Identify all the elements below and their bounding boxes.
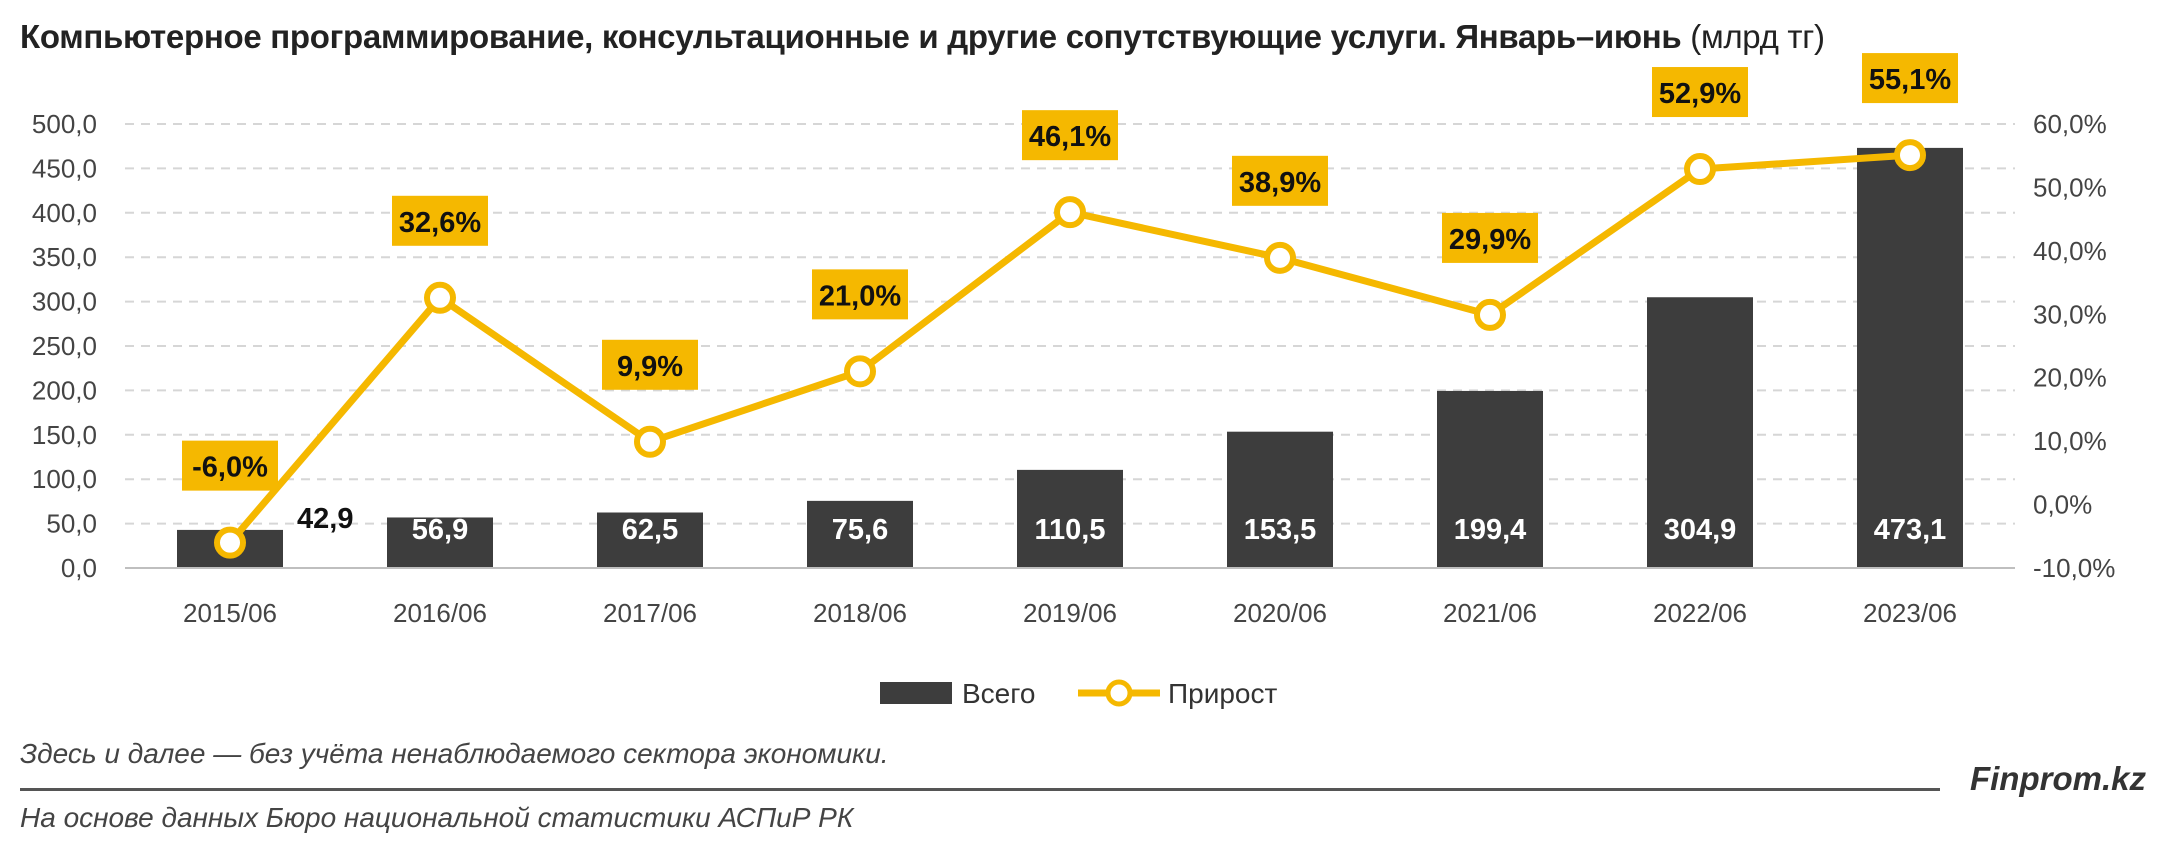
footnote: Здесь и далее — без учёта ненаблюдаемого… — [20, 738, 889, 769]
bar-data-label: 42,9 — [297, 503, 353, 535]
x-tick-label: 2021/06 — [1443, 598, 1537, 628]
y-right-tick-label: 40,0% — [2033, 236, 2107, 266]
legend: Всего Прирост — [880, 678, 1277, 709]
bar-data-label: 473,1 — [1874, 514, 1947, 546]
y-left-tick-label: 500,0 — [32, 109, 97, 139]
x-tick-label: 2020/06 — [1233, 598, 1327, 628]
y-left-tick-label: 150,0 — [32, 420, 97, 450]
growth-data-label: 9,9% — [617, 351, 683, 383]
growth-marker — [424, 281, 456, 314]
bar — [387, 517, 493, 568]
growth-marker — [1054, 196, 1086, 229]
bar — [1647, 297, 1753, 568]
growth-marker — [1894, 139, 1926, 172]
growth-marker — [1684, 153, 1716, 186]
y-left-tick-label: 250,0 — [32, 331, 97, 361]
growth-data-label: 29,9% — [1449, 224, 1531, 256]
brand-logo-text: Finprom.kz — [1969, 760, 2146, 797]
y-right-tick-label: 0,0% — [2033, 490, 2092, 520]
bar — [807, 500, 913, 568]
growth-label-box — [602, 339, 698, 390]
y-right-tick-label: -10,0% — [2033, 553, 2115, 583]
x-tick-label: 2023/06 — [1863, 598, 1957, 628]
chart-title-main: Компьютерное программирование, консульта… — [20, 18, 1682, 55]
growth-data-label: 21,0% — [819, 280, 901, 312]
y-right-tick-label: 10,0% — [2033, 426, 2107, 456]
growth-data-label: 46,1% — [1029, 121, 1111, 153]
x-tick-label: 2017/06 — [603, 598, 697, 628]
x-tick-label: 2019/06 — [1023, 598, 1117, 628]
source-note: На основе данных Бюро национальной стати… — [20, 802, 854, 833]
growth-marker — [1474, 298, 1506, 331]
bar-data-label: 75,6 — [832, 514, 888, 546]
line-series: -6,0% 32,6% 9,9% 21,0% 46,1% 38,9% 29,9% 52,9% 5… — [182, 53, 1958, 559]
y-left-tick-label: 200,0 — [32, 375, 97, 405]
x-tick-label: 2022/06 — [1653, 598, 1747, 628]
growth-label-box — [812, 269, 908, 320]
y-right-tick-label: 30,0% — [2033, 299, 2107, 329]
growth-label-box — [1652, 67, 1748, 118]
legend-label-total: Всего — [962, 678, 1035, 709]
y-left-tick-label: 50,0 — [46, 509, 97, 539]
growth-label-box — [1442, 212, 1538, 263]
y-axis-left: 0,0 50,0 100,0 150,0 200,0 250,0 300,0 350,0 400… — [32, 109, 97, 583]
bar — [597, 512, 703, 568]
bar-data-label: 153,5 — [1244, 514, 1317, 546]
bar-data-label: 62,5 — [622, 514, 678, 546]
y-left-tick-label: 100,0 — [32, 464, 97, 494]
combo-chart: 0,0 50,0 100,0 150,0 200,0 250,0 300,0 350,0 400… — [32, 53, 2115, 709]
y-left-tick-label: 400,0 — [32, 198, 97, 228]
growth-data-label: -6,0% — [192, 452, 268, 484]
y-left-tick-label: 450,0 — [32, 153, 97, 183]
growth-marker — [214, 526, 246, 559]
x-tick-label: 2016/06 — [393, 598, 487, 628]
chart-title: Компьютерное программирование, консульта… — [20, 18, 1825, 56]
legend-swatch-growth-marker — [1105, 679, 1133, 707]
y-right-tick-label: 20,0% — [2033, 363, 2107, 393]
bar-data-label: 199,4 — [1454, 514, 1527, 546]
bar — [1227, 431, 1333, 568]
y-left-tick-label: 350,0 — [32, 242, 97, 272]
x-tick-label: 2018/06 — [813, 598, 907, 628]
x-axis: 2015/06 2016/06 2017/06 2018/06 2019/06 2020/… — [125, 567, 2015, 628]
growth-data-label: 38,9% — [1239, 167, 1321, 199]
bar — [1017, 469, 1123, 568]
growth-data-label: 55,1% — [1869, 64, 1951, 96]
growth-data-label: 32,6% — [399, 207, 481, 239]
bar — [1437, 390, 1543, 568]
growth-data-label: 52,9% — [1659, 78, 1741, 110]
y-left-tick-label: 0,0 — [61, 553, 97, 583]
growth-label-box — [392, 195, 488, 246]
y-left-tick-label: 300,0 — [32, 287, 97, 317]
bar-data-label: 304,9 — [1664, 514, 1737, 546]
y-axis-right: -10,0% 0,0% 10,0% 20,0% 30,0% 40,0% 50,0% 60,0% — [2033, 109, 2115, 583]
growth-label-box — [182, 440, 278, 491]
growth-label-box — [1022, 110, 1118, 161]
x-tick-label: 2015/06 — [183, 598, 277, 628]
growth-label-box — [1232, 155, 1328, 206]
growth-marker — [634, 425, 666, 458]
legend-swatch-total — [880, 682, 952, 704]
chart-title-unit: (млрд тг) — [1690, 18, 1825, 55]
growth-marker — [844, 355, 876, 388]
bar-data-label: 110,5 — [1035, 514, 1106, 546]
growth-label-box — [1862, 53, 1958, 104]
y-right-tick-label: 50,0% — [2033, 172, 2107, 202]
bar-data-label: 56,9 — [412, 514, 468, 546]
growth-marker — [1264, 241, 1296, 274]
legend-label-growth: Прирост — [1168, 678, 1277, 709]
divider — [20, 788, 1940, 791]
bar — [1857, 147, 1963, 568]
y-right-tick-label: 60,0% — [2033, 109, 2107, 139]
